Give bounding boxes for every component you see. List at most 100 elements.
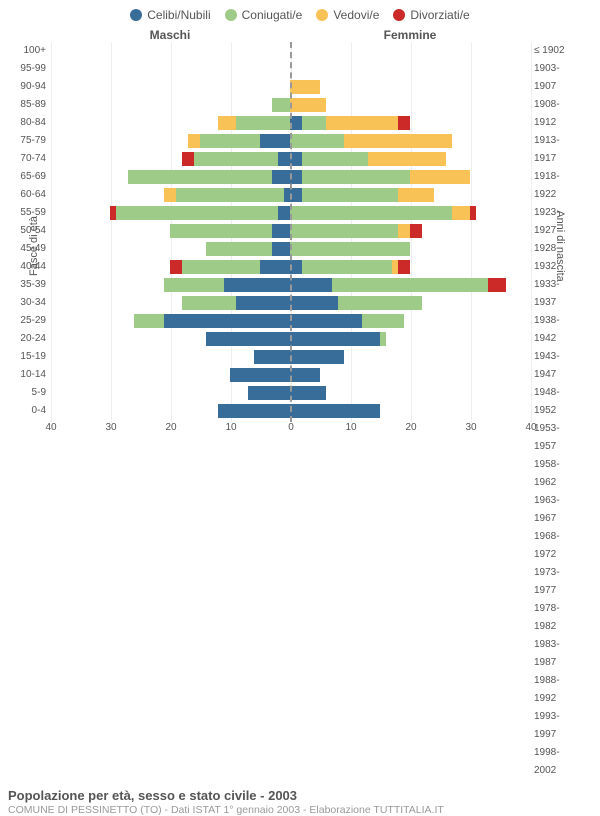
seg-con <box>302 260 392 274</box>
y-tick-age: 0-4 <box>0 402 46 420</box>
seg-con <box>332 278 488 292</box>
seg-cel <box>290 278 332 292</box>
y-tick-age: 60-64 <box>0 186 46 204</box>
legend-swatch <box>393 9 405 21</box>
y-tick-age: 90-94 <box>0 78 46 96</box>
seg-con <box>272 98 290 112</box>
chart-title: Popolazione per età, sesso e stato civil… <box>8 788 592 803</box>
bar-male <box>51 80 290 94</box>
bar-male <box>51 386 290 400</box>
y-tick-age: 80-84 <box>0 114 46 132</box>
footer: Popolazione per età, sesso e stato civil… <box>0 780 600 816</box>
y-tick-age: 20-24 <box>0 330 46 348</box>
legend-label: Divorziati/e <box>410 8 469 22</box>
seg-con <box>182 296 236 310</box>
bar-male <box>51 44 290 58</box>
y-tick-birth: 1983-1987 <box>534 636 580 672</box>
y-tick-birth: 1963-1967 <box>534 492 580 528</box>
gender-headers: Maschi Femmine <box>0 28 600 42</box>
seg-div <box>470 206 476 220</box>
center-line <box>290 42 292 422</box>
legend: Celibi/NubiliConiugati/eVedovi/eDivorzia… <box>0 0 600 22</box>
seg-ved <box>344 134 452 148</box>
bar-male <box>51 224 290 238</box>
bar-male <box>51 404 290 418</box>
legend-swatch <box>316 9 328 21</box>
seg-cel <box>278 206 290 220</box>
bar-female <box>290 224 529 238</box>
bar-female <box>290 350 529 364</box>
y-tick-birth: 1953-1957 <box>534 420 580 456</box>
bar-male <box>51 242 290 256</box>
seg-con <box>194 152 278 166</box>
seg-con <box>164 278 224 292</box>
seg-ved <box>164 188 176 202</box>
seg-cel <box>230 368 290 382</box>
bar-female <box>290 44 529 58</box>
y-tick-age: 25-29 <box>0 312 46 330</box>
bar-female <box>290 296 529 310</box>
seg-con <box>116 206 278 220</box>
legend-swatch <box>225 9 237 21</box>
bar-female <box>290 62 529 76</box>
legend-item: Celibi/Nubili <box>130 8 210 22</box>
bar-female <box>290 242 529 256</box>
seg-div <box>170 260 182 274</box>
y-tick-birth: 1918-1922 <box>534 168 580 204</box>
y-tick-birth: 1943-1947 <box>534 348 580 384</box>
y-tick-birth: 1928-1932 <box>534 240 580 276</box>
seg-con <box>206 242 272 256</box>
seg-cel <box>290 332 380 346</box>
seg-div <box>410 224 422 238</box>
seg-con <box>302 170 410 184</box>
y-tick-birth: 1998-2002 <box>534 744 580 780</box>
seg-cel <box>290 314 362 328</box>
seg-con <box>128 170 272 184</box>
bar-male <box>51 188 290 202</box>
legend-swatch <box>130 9 142 21</box>
y-tick-age: 85-89 <box>0 96 46 114</box>
seg-cel <box>248 386 290 400</box>
bar-female <box>290 206 529 220</box>
y-tick-age: 75-79 <box>0 132 46 150</box>
y-tick-age: 95-99 <box>0 60 46 78</box>
seg-div <box>398 260 410 274</box>
bar-male <box>51 350 290 364</box>
y-tick-birth: 1908-1912 <box>534 96 580 132</box>
bar-female <box>290 98 529 112</box>
y-tick-birth: 1978-1982 <box>534 600 580 636</box>
bar-male <box>51 314 290 328</box>
bar-female <box>290 278 529 292</box>
plot: 40302010010203040 <box>50 42 530 440</box>
seg-con <box>290 134 344 148</box>
y-tick-age: 40-44 <box>0 258 46 276</box>
header-male: Maschi <box>50 28 290 42</box>
bar-female <box>290 134 529 148</box>
y-tick-birth: 1903-1907 <box>534 60 580 96</box>
bar-male <box>51 278 290 292</box>
bar-female <box>290 260 529 274</box>
seg-con <box>302 152 368 166</box>
y-tick-birth: 1968-1972 <box>534 528 580 564</box>
seg-cel <box>290 368 320 382</box>
seg-cel <box>260 260 290 274</box>
y-tick-birth: 1948-1952 <box>534 384 580 420</box>
y-tick-birth: 1938-1942 <box>534 312 580 348</box>
x-tick: 40 <box>45 422 56 433</box>
y-tick-age: 45-49 <box>0 240 46 258</box>
y-tick-birth: 1993-1997 <box>534 708 580 744</box>
seg-cel <box>260 134 290 148</box>
seg-cel <box>290 350 344 364</box>
legend-item: Vedovi/e <box>316 8 379 22</box>
x-tick: 40 <box>525 422 536 433</box>
bar-male <box>51 134 290 148</box>
seg-con <box>290 206 452 220</box>
legend-item: Divorziati/e <box>393 8 469 22</box>
seg-con <box>302 188 398 202</box>
seg-cel <box>236 296 290 310</box>
y-tick-age: 50-54 <box>0 222 46 240</box>
bar-male <box>51 332 290 346</box>
y-tick-age: 100+ <box>0 42 46 60</box>
seg-con <box>200 134 260 148</box>
seg-cel <box>272 242 290 256</box>
